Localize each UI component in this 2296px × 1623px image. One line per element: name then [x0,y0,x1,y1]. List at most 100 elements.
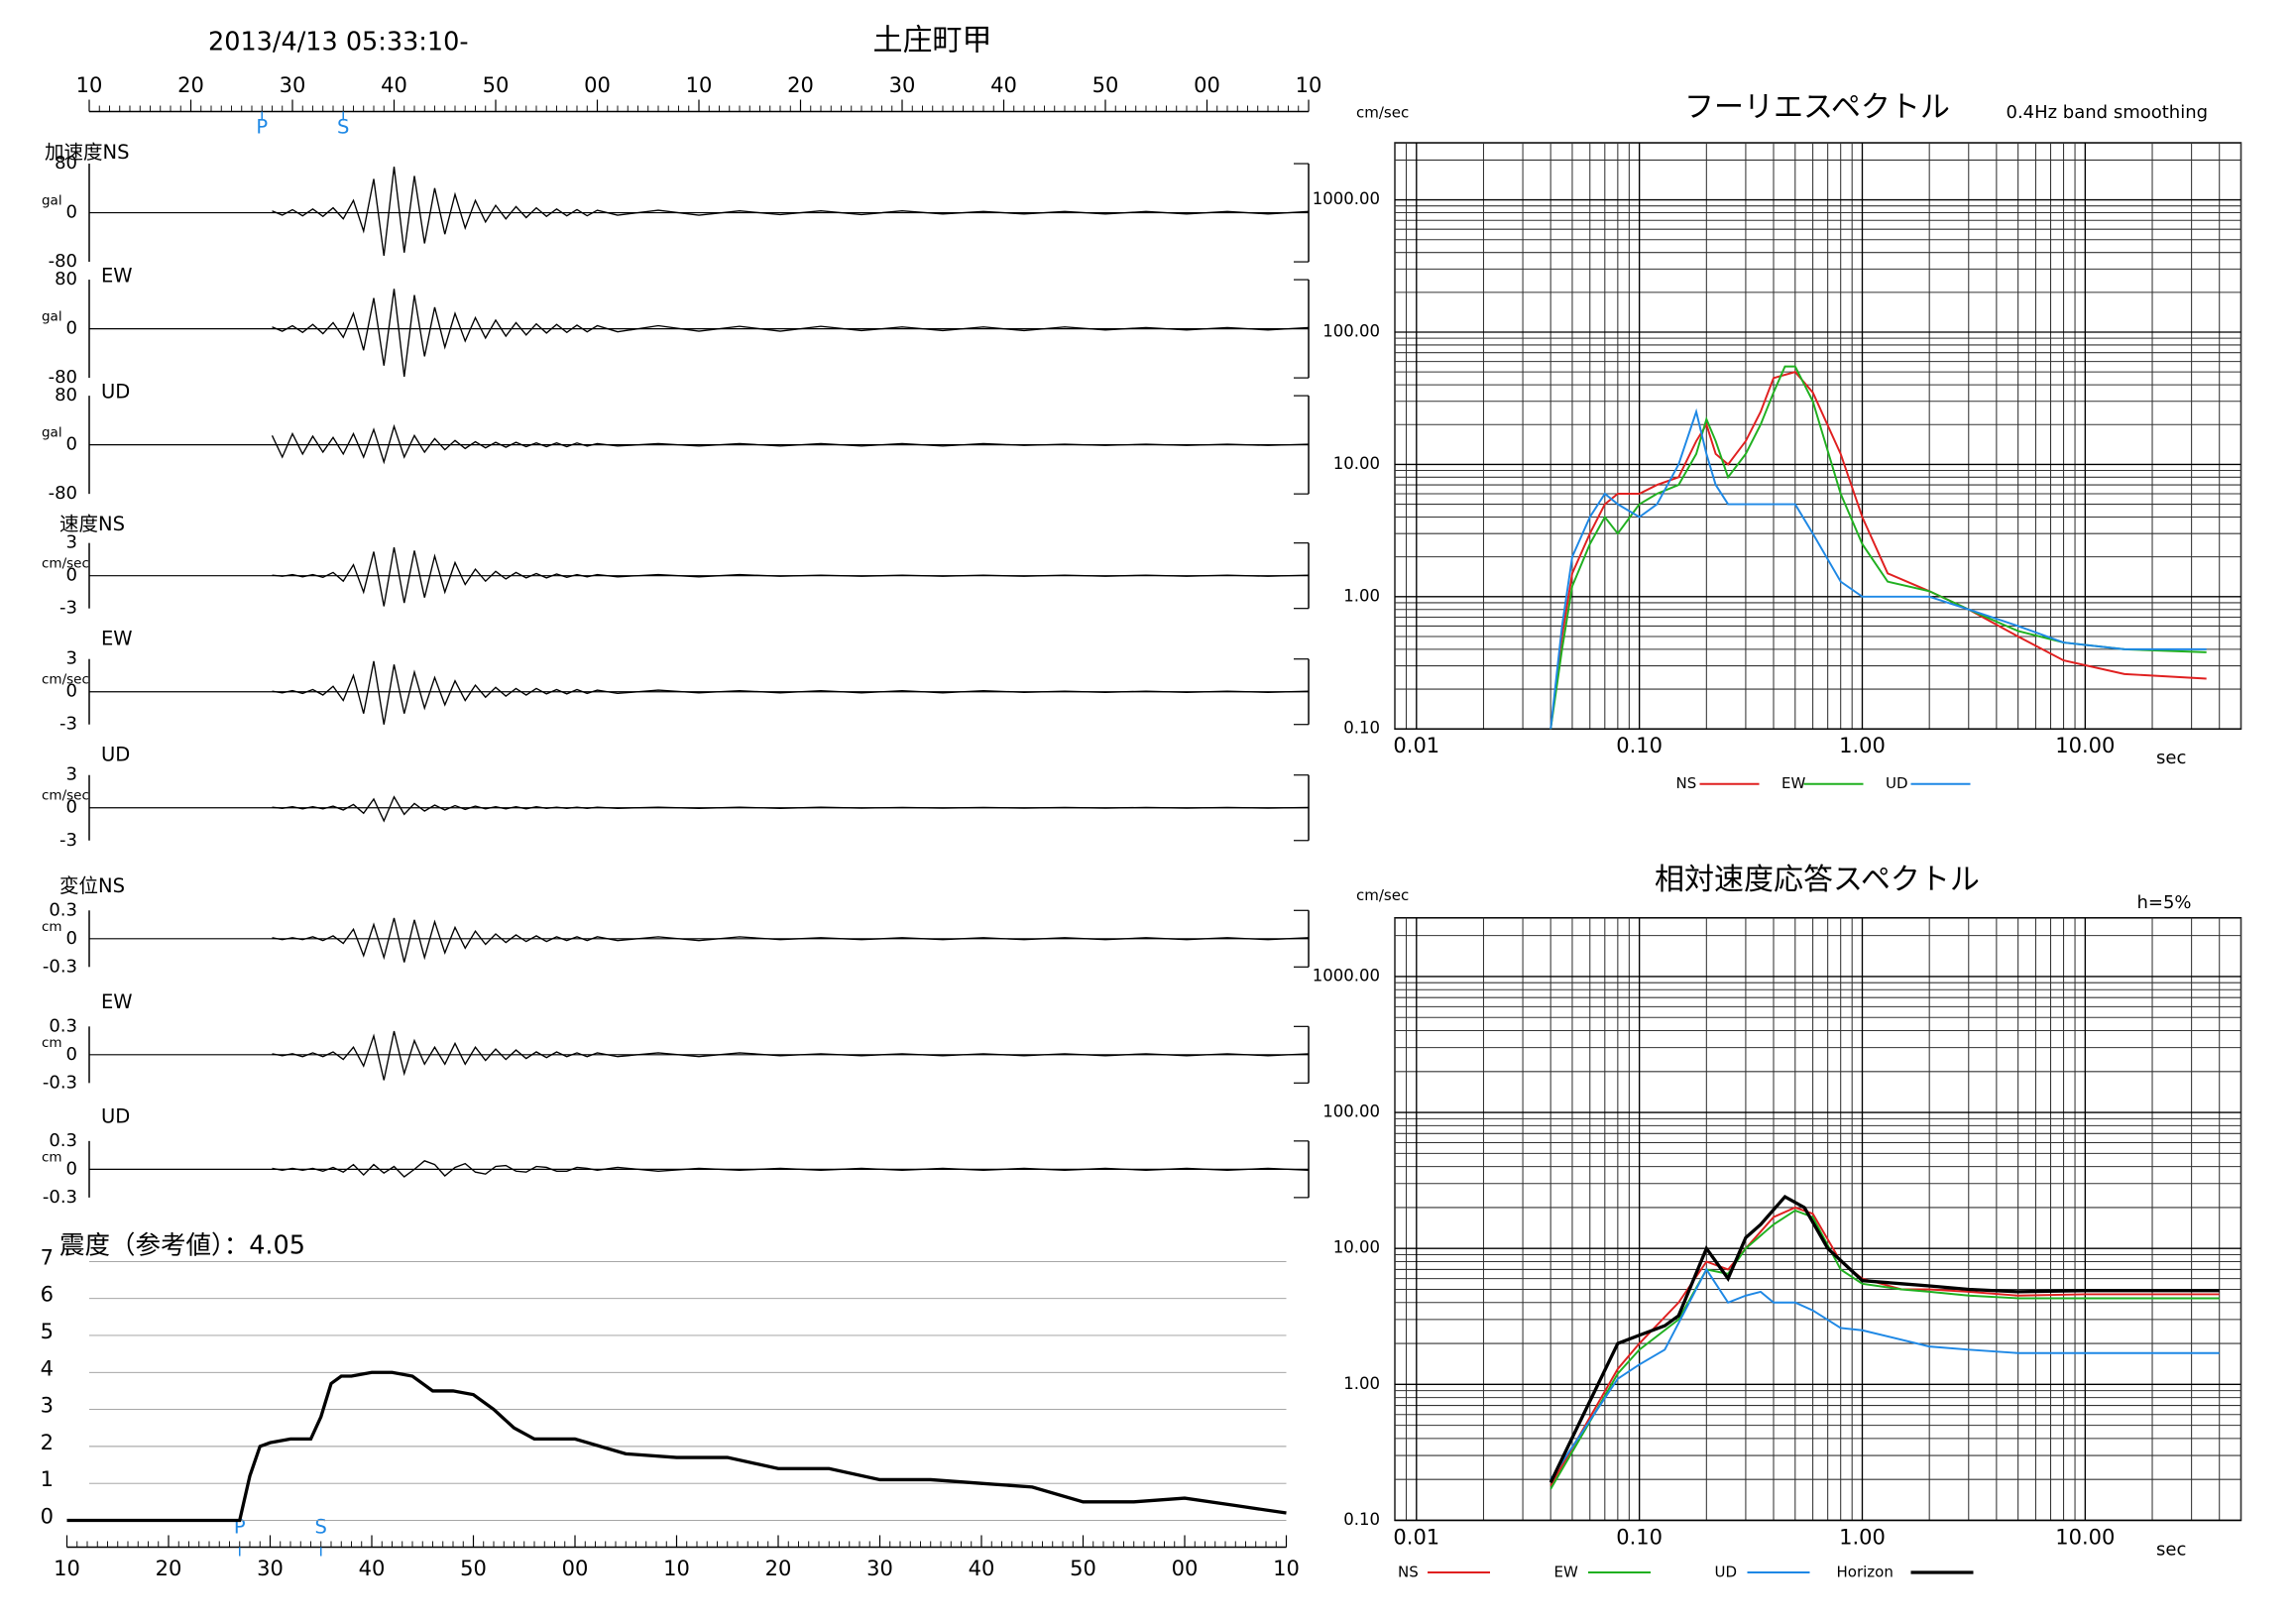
y-tick-label: 0 [66,434,77,455]
spectrum-line [1550,407,2207,730]
y-tick-label: 0 [66,202,77,223]
legend-label: EW [1781,774,1805,792]
y-tick-label: 0.10 [1343,719,1380,738]
y-tick-label: 3 [66,648,77,669]
x-tick-label: 0.10 [1616,1525,1663,1549]
y-tick-label: 0 [66,681,77,702]
trace-name: 加速度NS [45,141,129,164]
x-tick-label: 40 [381,73,407,97]
station-name: 土庄町甲 [873,24,992,58]
trace-name: UD [101,744,130,766]
y-tick-label: 0 [41,1504,54,1528]
y-tick-label: 1000.00 [1313,966,1380,985]
waveform-trace [272,795,1310,823]
x-tick-label: 40 [359,1557,386,1580]
y-tick-label: -0.3 [43,1072,77,1093]
y-axis-unit: cm/sec [1356,104,1409,122]
x-tick-label: 10 [686,73,713,97]
legend-label: EW [1553,1563,1577,1580]
y-tick-label: 80 [55,385,77,406]
phase-label: P [234,1515,246,1538]
chart-subtitle: 0.4Hz band smoothing [2007,102,2209,123]
phase-label: P [256,116,268,139]
y-tick-label: -3 [59,598,77,619]
x-tick-label: 40 [990,73,1017,97]
trace-name: UD [101,381,130,404]
y-tick-label: 0.3 [49,899,77,920]
y-tick-label: 4 [41,1356,54,1380]
trace-unit: gal [42,425,62,441]
legend-label: UD [1886,774,1908,792]
intensity-line [66,1370,1287,1523]
x-tick-label: 10 [54,1557,80,1580]
x-tick-label: 0.10 [1616,734,1663,757]
y-tick-label: -80 [49,367,77,388]
y-tick-label: 3 [41,1394,54,1418]
legend-label: Horizon [1837,1563,1894,1580]
x-tick-label: 10 [1296,73,1322,97]
x-axis-label: sec [2156,748,2186,768]
x-tick-label: 30 [889,73,916,97]
trace-name: EW [101,990,133,1013]
x-tick-label: 30 [280,73,306,97]
x-tick-label: 1.00 [1839,1525,1886,1549]
y-tick-label: 80 [55,153,77,174]
y-tick-label: 7 [41,1245,54,1269]
y-tick-label: 5 [41,1320,54,1343]
trace-unit: cm/sec [42,556,89,572]
trace-name: 変位NS [59,874,125,897]
phase-label: S [315,1515,327,1538]
waveform-trace [272,546,1310,607]
x-tick-label: 20 [177,73,204,97]
y-tick-label: 0 [66,1044,77,1065]
waveform-trace [271,423,1310,465]
x-tick-label: 10 [76,73,103,97]
trace-unit: gal [42,309,62,325]
y-tick-label: 2 [41,1431,54,1454]
trace-name: UD [101,1104,130,1127]
y-tick-label: 0 [66,928,77,949]
y-tick-label: 1.00 [1343,1374,1380,1393]
spectrum-line [1549,1194,2220,1483]
legend-label: UD [1715,1563,1738,1580]
y-tick-label: 0.3 [49,1130,77,1151]
y-tick-label: 3 [66,532,77,553]
waveform-trace [272,660,1310,725]
x-tick-label: 00 [584,73,611,97]
trace-unit: cm/sec [42,672,89,688]
phase-label: S [337,116,349,139]
y-tick-label: -0.3 [43,956,77,977]
spectrum-line [1550,1267,2220,1480]
waveform-trace [272,1160,1310,1178]
x-tick-label: 50 [1092,73,1119,97]
spectrum-line [1550,1206,2220,1486]
trace-unit: gal [42,193,62,209]
x-tick-label: 1.00 [1839,734,1886,757]
trace-unit: cm [42,1035,62,1051]
chart-title: 相対速度応答スペクトル [1655,863,1980,897]
y-tick-label: 100.00 [1322,321,1380,340]
trace-unit: cm [42,919,62,935]
y-tick-label: -3 [59,714,77,735]
x-tick-label: 30 [866,1557,893,1580]
trace-name: 速度NS [59,513,125,535]
y-tick-label: 100.00 [1322,1102,1380,1121]
x-tick-label: 10.00 [2055,734,2115,757]
waveform-trace [272,1030,1310,1081]
x-tick-label: 30 [257,1557,284,1580]
x-tick-label: 00 [1172,1557,1199,1580]
y-tick-label: 6 [41,1283,54,1307]
waveform-trace [272,289,1310,377]
legend-label: NS [1398,1563,1419,1580]
y-tick-label: 0.10 [1343,1510,1380,1529]
x-tick-label: 20 [765,1557,792,1580]
x-tick-label: 40 [969,1557,995,1580]
x-tick-label: 50 [460,1557,487,1580]
y-tick-label: 10.00 [1333,1238,1380,1257]
waveform-trace [272,167,1310,256]
trace-name: EW [101,628,133,650]
waveform-trace [272,917,1310,963]
